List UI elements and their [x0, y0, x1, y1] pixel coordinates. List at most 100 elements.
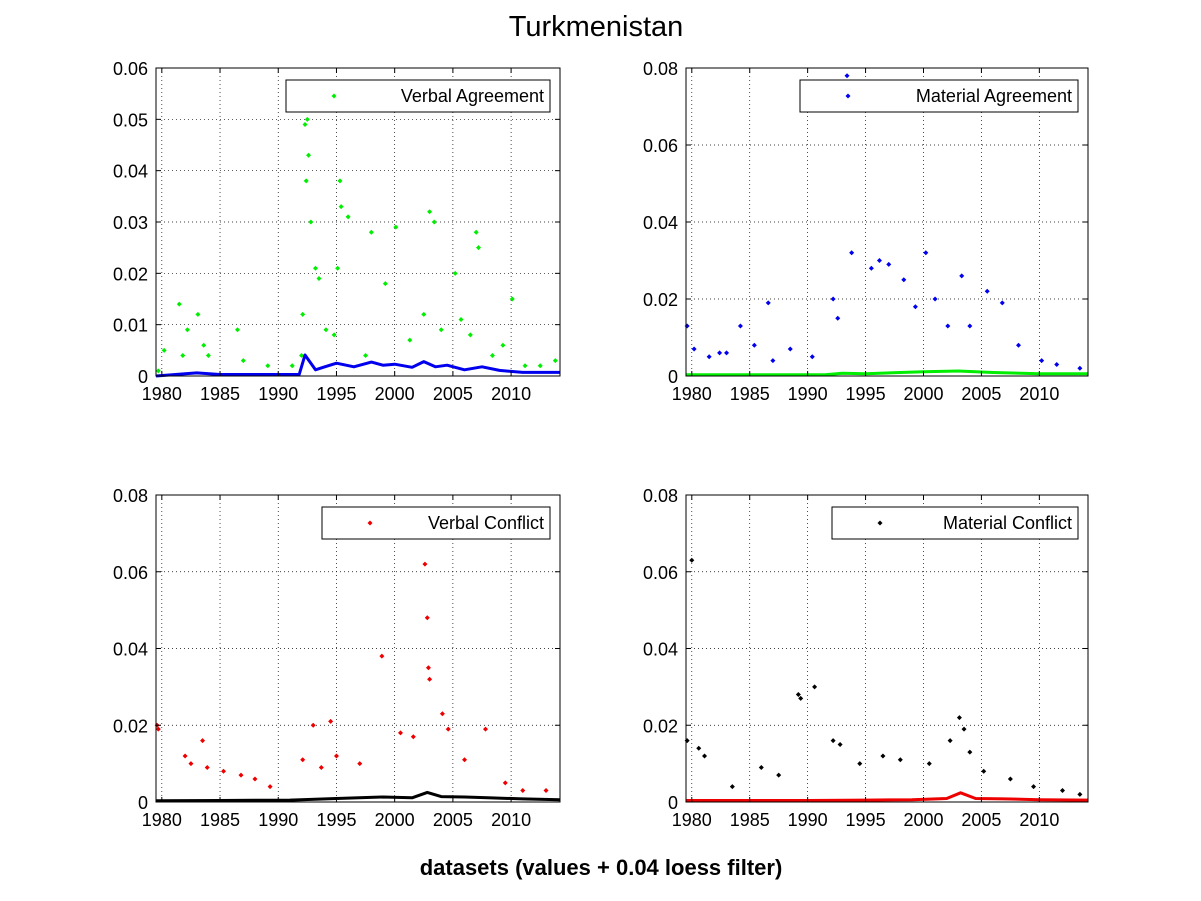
- verbal-conflict-verbal-conflict-point: [238, 772, 244, 778]
- verbal-agreement-verbal-agreement-point: [302, 121, 308, 127]
- verbal-conflict-verbal-conflict-point: [543, 787, 549, 793]
- material-agreement-material-agreement-point: [984, 288, 990, 294]
- material-agreement-material-agreement-point: [844, 73, 850, 79]
- verbal-agreement-verbal-agreement-point: [176, 301, 182, 307]
- material-agreement-material-agreement-point: [912, 304, 918, 310]
- material-conflict-material-conflict-point: [1031, 784, 1037, 790]
- figure-xlabel: datasets (values + 0.04 loess filter): [420, 855, 783, 880]
- x-tick-label: 1985: [730, 810, 770, 830]
- material-agreement-loess-line: [686, 369, 1088, 377]
- material-agreement-material-agreement-point: [932, 296, 938, 302]
- x-tick-label: 1995: [316, 384, 356, 404]
- verbal-agreement-verbal-agreement-point: [452, 270, 458, 276]
- material-agreement-material-agreement-point: [787, 346, 793, 352]
- verbal-agreement-verbal-agreement-point: [476, 245, 482, 251]
- verbal-conflict-verbal-conflict-point: [333, 753, 339, 759]
- verbal-agreement-verbal-agreement-point: [363, 352, 369, 358]
- figure-title: Turkmenistan: [509, 11, 684, 43]
- verbal-agreement-verbal-agreement-point: [489, 352, 495, 358]
- y-tick-label: 0.06: [643, 136, 678, 156]
- verbal-agreement-verbal-agreement-point: [522, 363, 528, 369]
- x-tick-label: 1995: [316, 810, 356, 830]
- verbal-agreement-verbal-agreement-point: [509, 296, 515, 302]
- verbal-conflict-verbal-conflict-point: [328, 718, 334, 724]
- material-agreement-material-agreement-point: [1039, 358, 1045, 364]
- verbal-conflict-verbal-conflict-point: [310, 722, 316, 728]
- material-agreement-material-agreement-point: [959, 273, 965, 279]
- y-tick-label: 0: [668, 793, 678, 813]
- material-conflict-loess-line: [686, 791, 1089, 802]
- material-conflict-material-conflict-point: [758, 764, 764, 770]
- material-conflict-material-conflict-point: [696, 745, 702, 751]
- material-conflict-material-conflict-point: [956, 715, 962, 721]
- material-conflict-material-conflict-point: [857, 761, 863, 767]
- verbal-conflict-verbal-conflict-point: [427, 676, 433, 682]
- material-conflict-material-conflict-point: [729, 784, 735, 790]
- verbal-conflict-verbal-conflict-point: [482, 726, 488, 732]
- legend-box: [285, 79, 551, 113]
- material-agreement-material-agreement-point: [737, 323, 743, 329]
- material-agreement-material-agreement-point: [876, 258, 882, 263]
- verbal-agreement-verbal-agreement-point: [458, 317, 464, 323]
- y-tick-label: 0.06: [113, 59, 148, 79]
- verbal-agreement-verbal-agreement-point: [500, 342, 506, 348]
- y-tick-label: 0.05: [113, 110, 148, 130]
- verbal-agreement-verbal-agreement-point: [316, 275, 322, 281]
- material-conflict-material-conflict-point: [795, 692, 801, 698]
- verbal-agreement-verbal-agreement-point: [421, 311, 427, 317]
- verbal-conflict-verbal-conflict-point: [462, 757, 468, 763]
- verbal-agreement-verbal-agreement-point: [265, 363, 271, 369]
- material-agreement-material-agreement-point: [751, 342, 757, 348]
- y-tick-label: 0.08: [113, 486, 148, 506]
- verbal-agreement-verbal-agreement-point: [180, 352, 186, 358]
- x-tick-label: 1985: [200, 810, 240, 830]
- legend-label: Material Conflict: [943, 513, 1072, 533]
- verbal-conflict-verbal-conflict-point: [422, 561, 428, 567]
- verbal-conflict-verbal-conflict-point: [182, 753, 188, 759]
- material-conflict-material-conflict-point: [689, 557, 695, 563]
- legend-label: Verbal Agreement: [401, 86, 544, 106]
- x-tick-label: 1990: [788, 384, 828, 404]
- legend-box: [831, 506, 1079, 540]
- material-conflict-material-conflict-point: [830, 738, 836, 744]
- x-tick-label: 2000: [903, 384, 943, 404]
- material-agreement-material-agreement-point: [830, 296, 836, 302]
- material-conflict-material-conflict-point: [776, 772, 782, 778]
- verbal-conflict-verbal-conflict-point: [204, 764, 210, 770]
- material-conflict-material-conflict-point: [1077, 791, 1083, 797]
- verbal-conflict-verbal-conflict-point: [155, 726, 161, 732]
- verbal-agreement-verbal-agreement-point: [431, 219, 437, 225]
- material-conflict-material-conflict-point: [897, 757, 903, 763]
- material-agreement-material-agreement-point: [1015, 342, 1021, 348]
- material-agreement-material-agreement-point: [809, 354, 815, 360]
- verbal-agreement-verbal-agreement-point: [552, 358, 558, 364]
- verbal-agreement-verbal-agreement-point: [303, 178, 309, 184]
- x-tick-label: 1995: [846, 810, 886, 830]
- x-tick-label: 2010: [491, 384, 531, 404]
- material-conflict-material-conflict-point: [812, 684, 818, 690]
- verbal-agreement-verbal-agreement-point: [473, 229, 479, 235]
- material-agreement-material-agreement-point: [967, 323, 973, 329]
- y-tick-label: 0.06: [113, 563, 148, 583]
- legend-marker: [331, 93, 337, 99]
- material-conflict-material-conflict-point: [880, 753, 886, 759]
- verbal-conflict-verbal-conflict-point: [424, 615, 430, 621]
- material-agreement-material-agreement-point: [901, 277, 907, 283]
- material-agreement-material-agreement-point: [717, 350, 723, 356]
- x-tick-label: 1995: [846, 384, 886, 404]
- verbal-agreement-verbal-agreement-point: [382, 281, 388, 287]
- x-tick-label: 2005: [433, 384, 473, 404]
- material-agreement-material-agreement-point: [868, 265, 874, 271]
- verbal-conflict-verbal-conflict-point: [221, 768, 227, 774]
- y-tick-label: 0.08: [643, 486, 678, 506]
- verbal-conflict-verbal-conflict-point: [439, 711, 445, 717]
- verbal-agreement-verbal-agreement-point: [161, 347, 167, 353]
- legend-label: Verbal Conflict: [428, 513, 544, 533]
- material-agreement-material-agreement-point: [923, 250, 929, 256]
- legend-marker: [367, 520, 373, 526]
- material-conflict-material-conflict-point: [981, 768, 987, 774]
- material-agreement-material-agreement-point: [765, 300, 771, 306]
- y-tick-label: 0.08: [643, 59, 678, 79]
- y-tick-label: 0.01: [113, 316, 148, 336]
- material-conflict-material-conflict-point: [798, 695, 804, 701]
